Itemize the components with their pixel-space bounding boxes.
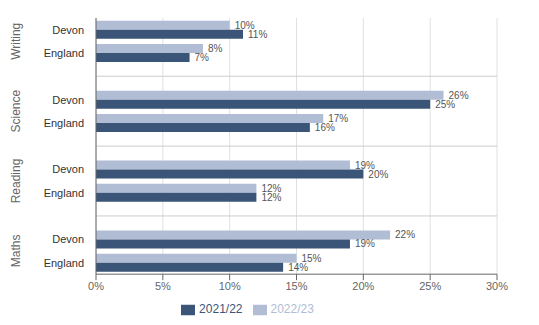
svg-text:25%: 25% <box>419 280 441 292</box>
svg-text:England: England <box>44 257 84 269</box>
svg-text:22%: 22% <box>395 229 415 240</box>
svg-text:15%: 15% <box>301 252 322 264</box>
svg-text:8%: 8% <box>208 43 223 54</box>
svg-text:10%: 10% <box>234 19 255 31</box>
svg-text:20%: 20% <box>368 169 388 180</box>
svg-text:Maths: Maths <box>9 235 23 268</box>
svg-text:17%: 17% <box>328 113 349 124</box>
svg-text:11%: 11% <box>248 29 267 40</box>
svg-text:25%: 25% <box>435 99 455 110</box>
svg-text:20%: 20% <box>352 280 374 292</box>
svg-text:30%: 30% <box>486 280 508 292</box>
svg-text:Devon: Devon <box>52 163 84 175</box>
svg-text:12%: 12% <box>261 182 282 194</box>
svg-text:15%: 15% <box>285 280 307 292</box>
svg-text:7%: 7% <box>195 52 210 63</box>
html-text:2021/22: 2021/22 <box>199 302 243 317</box>
svg-text:Devon: Devon <box>52 94 84 106</box>
html-text:2022/23: 2022/23 <box>270 302 314 317</box>
svg-text:14%: 14% <box>288 262 308 273</box>
svg-text:0%: 0% <box>88 280 104 292</box>
svg-text:12%: 12% <box>261 192 281 203</box>
svg-text:England: England <box>44 187 84 199</box>
svg-text:England: England <box>44 117 84 129</box>
svg-text:Science: Science <box>9 89 23 132</box>
svg-text:19%: 19% <box>355 238 375 249</box>
svg-text:Devon: Devon <box>52 24 84 36</box>
svg-text:Devon: Devon <box>52 233 84 245</box>
svg-text:10%: 10% <box>219 280 241 292</box>
svg-text:Reading: Reading <box>9 159 23 204</box>
svg-text:26%: 26% <box>448 89 469 101</box>
svg-text:5%: 5% <box>155 280 171 292</box>
svg-text:16%: 16% <box>315 122 335 133</box>
svg-text:England: England <box>44 47 84 59</box>
svg-text:Writing: Writing <box>9 23 23 60</box>
svg-text:19%: 19% <box>355 159 375 171</box>
